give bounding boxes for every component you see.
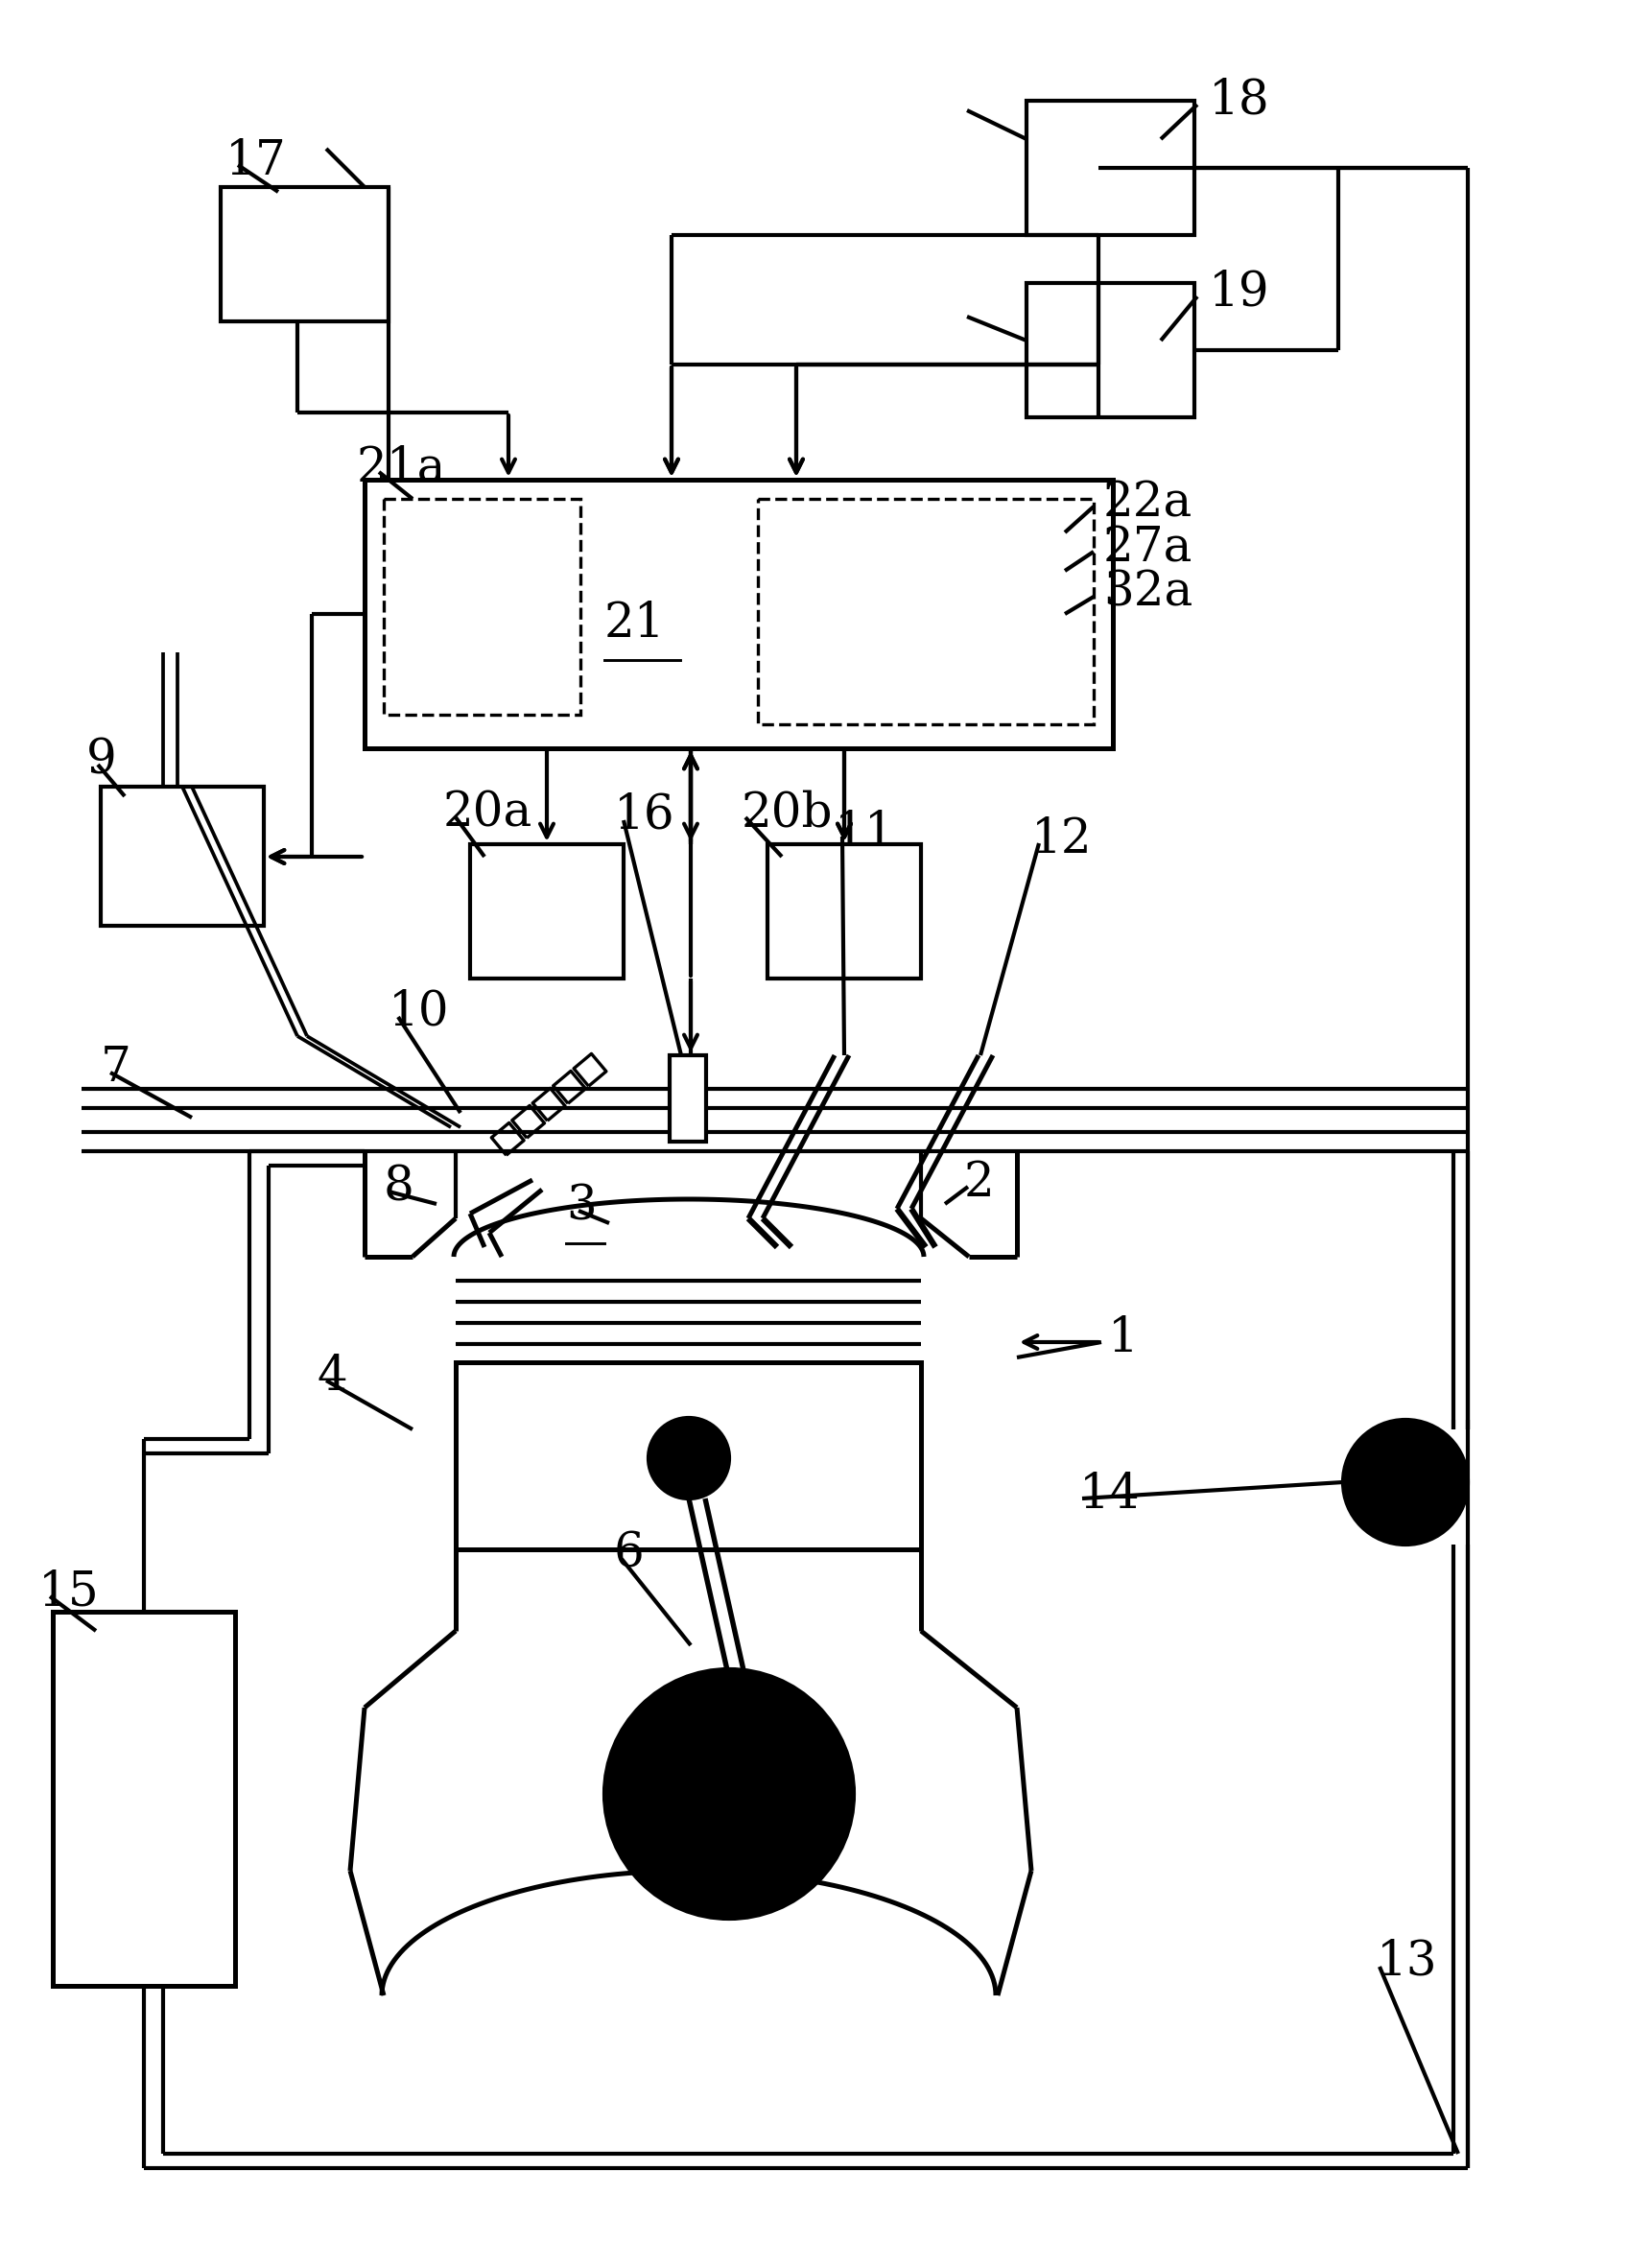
Text: 15: 15 xyxy=(38,1570,99,1617)
Text: 3: 3 xyxy=(567,1182,596,1230)
Text: 14: 14 xyxy=(1079,1470,1140,1518)
Text: 22a: 22a xyxy=(1104,480,1193,528)
Text: 19: 19 xyxy=(1209,270,1270,317)
Circle shape xyxy=(605,1669,854,1918)
Text: 6: 6 xyxy=(615,1531,644,1579)
Text: 17: 17 xyxy=(225,138,286,186)
Circle shape xyxy=(649,1418,729,1499)
Bar xyxy=(383,498,580,716)
Text: 21a: 21a xyxy=(357,444,446,492)
Bar xyxy=(456,1361,920,1549)
Bar xyxy=(768,845,920,978)
Text: 32a: 32a xyxy=(1104,569,1193,616)
Text: 4: 4 xyxy=(317,1352,347,1400)
Text: 7: 7 xyxy=(101,1044,131,1092)
Text: 8: 8 xyxy=(383,1164,415,1212)
Bar xyxy=(471,845,623,978)
Bar xyxy=(365,480,1113,747)
Bar xyxy=(1026,283,1194,417)
Text: 21: 21 xyxy=(605,600,666,648)
Text: 10: 10 xyxy=(388,988,449,1035)
Text: 12: 12 xyxy=(1031,815,1092,863)
Text: 11: 11 xyxy=(834,809,895,856)
Bar xyxy=(221,188,388,322)
Bar xyxy=(669,1055,705,1142)
Text: 27a: 27a xyxy=(1104,525,1193,573)
Circle shape xyxy=(1343,1420,1469,1545)
Bar xyxy=(1026,100,1194,236)
Text: 2: 2 xyxy=(965,1160,995,1207)
Bar xyxy=(758,498,1094,725)
Text: 5: 5 xyxy=(610,1771,639,1819)
Circle shape xyxy=(664,1710,737,1783)
Bar xyxy=(101,786,264,926)
Text: 18: 18 xyxy=(1209,77,1270,125)
Text: 13: 13 xyxy=(1376,1939,1437,1986)
Text: 1: 1 xyxy=(1108,1314,1138,1361)
Text: 16: 16 xyxy=(615,793,676,838)
Text: 9: 9 xyxy=(86,736,117,784)
Text: 20a: 20a xyxy=(443,790,532,838)
Bar xyxy=(53,1613,235,1986)
Text: 20b: 20b xyxy=(742,790,833,838)
